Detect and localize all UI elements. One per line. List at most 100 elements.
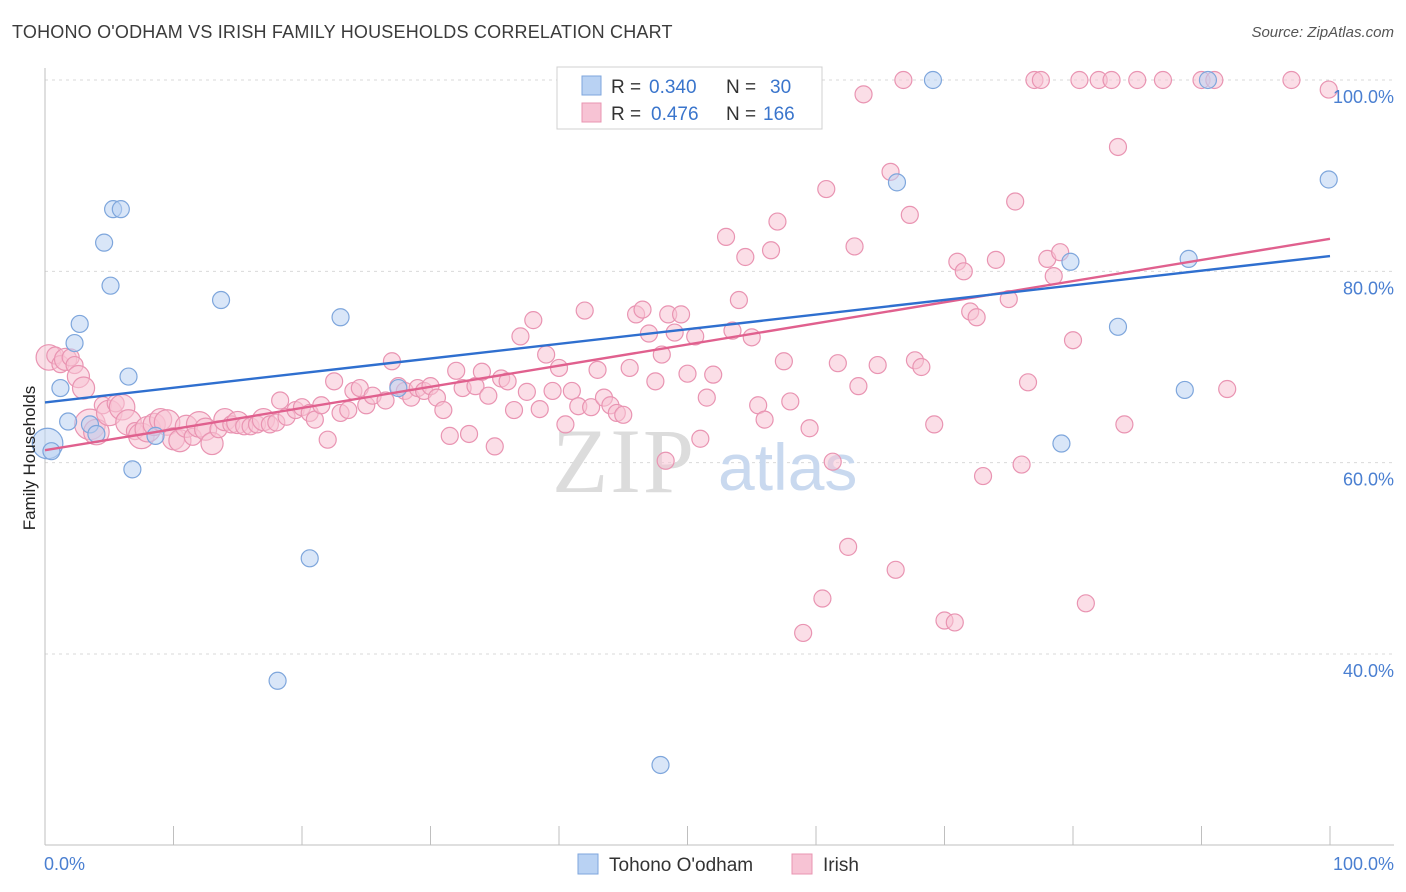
tohono-point <box>651 755 670 775</box>
irish-point <box>485 437 504 456</box>
irish-point <box>1063 331 1083 350</box>
irish-point <box>794 623 813 643</box>
irish-point <box>447 361 466 380</box>
y-tick-label-60: 60.0% <box>1343 470 1394 490</box>
irish-point <box>524 311 543 330</box>
irish-point <box>71 376 96 400</box>
tohono-point <box>1198 70 1218 90</box>
tohono-point <box>1319 170 1338 189</box>
irish-point <box>271 391 290 410</box>
irish-point <box>729 290 749 310</box>
tohono-point <box>923 70 943 90</box>
legend-r-label-tohono: R = <box>611 77 641 98</box>
irish-point <box>614 405 633 424</box>
bottom-legend-label-tohono: Tohono O'odham <box>609 855 753 876</box>
irish-point <box>376 391 395 410</box>
irish-point <box>768 212 787 231</box>
irish-point <box>549 358 569 378</box>
irish-points <box>35 70 1338 643</box>
irish-point <box>1153 70 1173 90</box>
y-tick-labels: 40.0% 60.0% 80.0% 100.0% <box>1333 87 1394 681</box>
correlation-legend: R = 0.340 N = 30 R = 0.476 N = 166 <box>556 66 823 130</box>
trend-lines <box>44 237 1331 452</box>
irish-point <box>813 589 832 608</box>
tohono-point <box>268 671 287 690</box>
legend-swatch-tohono <box>581 75 602 96</box>
irish-point <box>986 250 1006 269</box>
irish-point <box>646 372 665 391</box>
tohono-point <box>65 333 84 353</box>
irish-point <box>1102 70 1121 90</box>
irish-point <box>434 400 453 420</box>
irish-point <box>817 179 836 199</box>
irish-point <box>556 415 575 434</box>
legend-r-label-irish: R = <box>611 104 641 125</box>
irish-point <box>678 364 697 383</box>
irish-point <box>537 345 556 364</box>
irish-point <box>318 430 337 449</box>
x-tick-label-min: 0.0% <box>44 854 85 874</box>
tohono-point <box>1061 252 1080 271</box>
irish-point <box>704 365 723 384</box>
legend-n-value-irish: 166 <box>763 104 795 125</box>
irish-point <box>839 537 858 556</box>
legend-n-value-tohono: 30 <box>770 77 791 98</box>
tohono-point <box>51 378 70 398</box>
irish-point <box>562 381 581 401</box>
source-credit: Source: ZipAtlas.com <box>1251 24 1394 41</box>
irish-point <box>1128 70 1147 90</box>
irish-point <box>854 85 873 104</box>
bottom-legend-swatch-tohono <box>577 853 599 875</box>
legend-r-value-tohono: 0.340 <box>649 77 697 98</box>
irish-point <box>504 400 524 420</box>
irish-point <box>339 400 358 420</box>
irish-point <box>1218 379 1237 399</box>
irish-point <box>716 227 736 246</box>
y-tick-label-40: 40.0% <box>1343 661 1394 681</box>
tohono-trend-line <box>44 254 1331 404</box>
bottom-legend-label-irish: Irish <box>823 855 859 876</box>
irish-point <box>1319 80 1338 99</box>
irish-point <box>517 382 536 401</box>
tohono-point <box>111 200 130 219</box>
irish-point <box>774 352 793 371</box>
irish-point <box>1031 70 1050 90</box>
irish-point <box>1044 267 1063 286</box>
tohono-point <box>119 367 138 386</box>
y-tick-label-80: 80.0% <box>1343 278 1394 298</box>
irish-point <box>912 357 931 377</box>
irish-point <box>800 419 819 438</box>
irish-point <box>1006 192 1025 211</box>
tohono-point <box>1179 249 1198 268</box>
irish-point <box>781 392 800 411</box>
irish-point <box>543 381 562 401</box>
irish-point <box>723 321 742 340</box>
irish-point <box>894 70 913 90</box>
tohono-point <box>95 233 114 252</box>
tohono-point <box>123 460 142 479</box>
tohono-point <box>300 549 319 568</box>
irish-point <box>761 241 781 260</box>
irish-point <box>511 327 530 346</box>
tohono-point <box>59 412 78 431</box>
irish-point <box>845 237 864 256</box>
tohono-point <box>1175 380 1194 400</box>
irish-point <box>582 398 601 417</box>
irish-trend-line <box>44 237 1331 452</box>
irish-point <box>1018 373 1038 392</box>
irish-point <box>973 466 993 486</box>
irish-point <box>656 451 675 470</box>
irish-point <box>1108 137 1128 157</box>
legend-swatch-irish <box>581 102 602 123</box>
gridlines <box>45 79 1394 655</box>
irish-point <box>691 429 710 448</box>
legend-r-value-irish: 0.476 <box>651 104 699 125</box>
irish-point <box>575 301 594 320</box>
irish-point <box>967 308 986 327</box>
irish-point <box>633 300 652 319</box>
tohono-point <box>1052 434 1071 453</box>
irish-point <box>325 372 344 391</box>
irish-point <box>459 424 479 444</box>
tohono-point <box>331 308 350 327</box>
legend-n-label-irish: N = <box>726 104 756 125</box>
